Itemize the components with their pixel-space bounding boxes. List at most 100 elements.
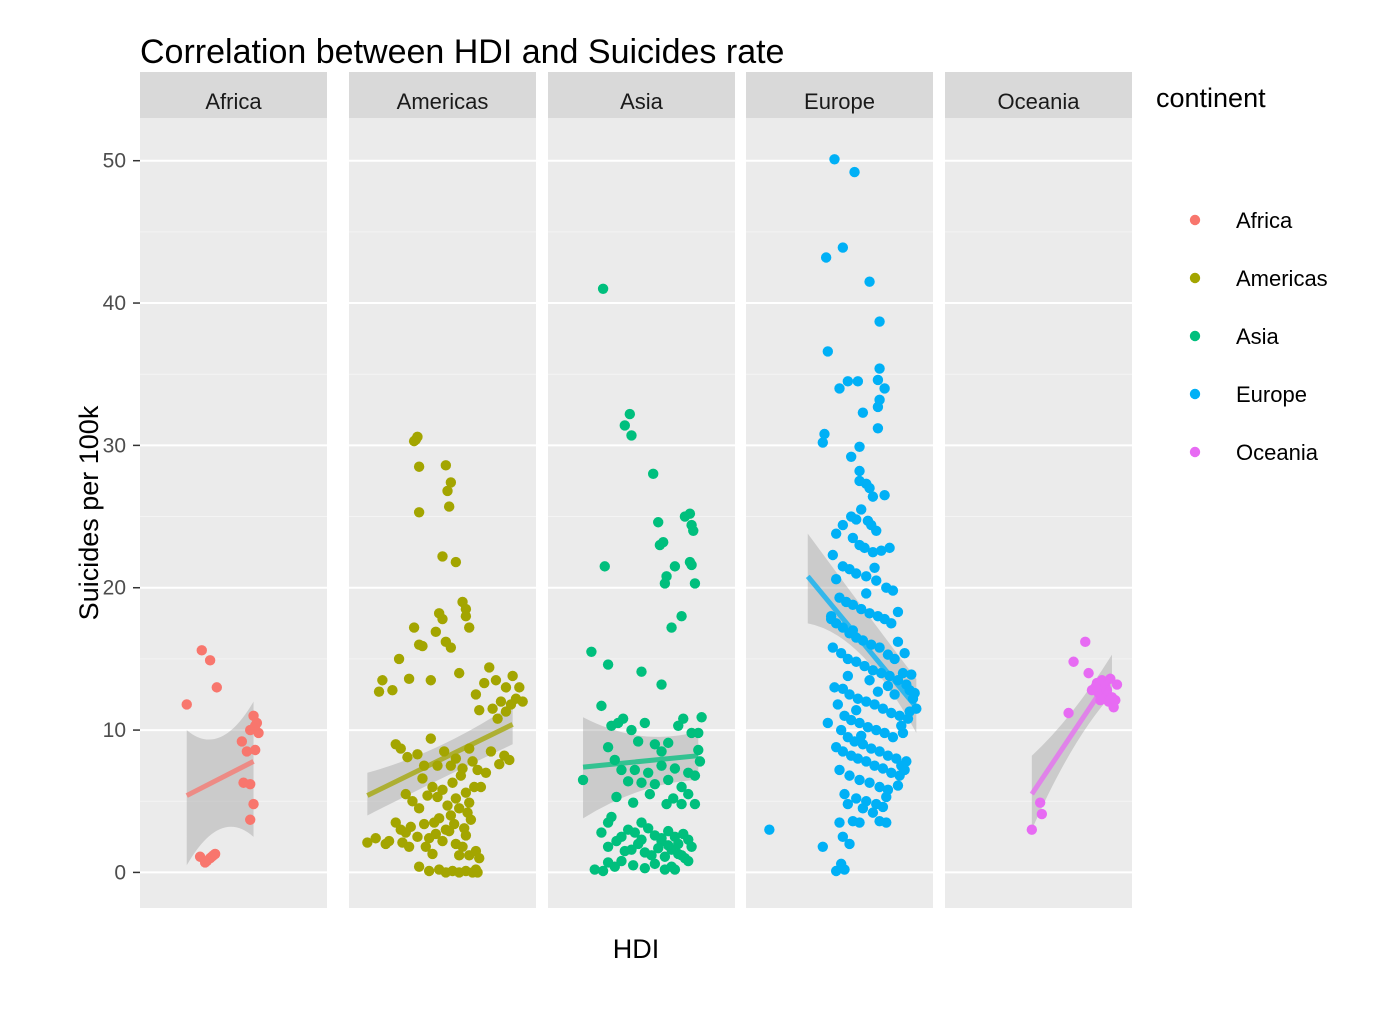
data-point — [829, 154, 840, 165]
data-point — [867, 491, 879, 502]
panel-background — [548, 118, 735, 908]
data-point — [899, 648, 910, 659]
data-point — [844, 689, 855, 700]
data-point — [689, 798, 701, 810]
data-point — [393, 653, 405, 665]
data-point — [851, 656, 862, 667]
data-point — [764, 824, 775, 835]
data-point — [676, 610, 687, 622]
data-point — [845, 714, 857, 726]
data-point — [834, 764, 845, 776]
data-point — [408, 435, 420, 447]
data-point — [669, 763, 681, 774]
data-point — [427, 781, 438, 793]
data-point — [383, 835, 395, 847]
data-point — [653, 517, 664, 528]
data-point — [465, 814, 477, 825]
trend-line — [185, 759, 255, 798]
data-point — [474, 852, 485, 864]
data-point — [864, 675, 875, 686]
data-point — [632, 838, 644, 850]
data-point — [430, 626, 442, 638]
data-point — [857, 407, 869, 418]
data-point — [619, 420, 630, 431]
panel-background — [140, 118, 327, 908]
panel-background — [349, 118, 536, 908]
data-point — [400, 788, 411, 800]
data-point — [656, 760, 667, 771]
trend-line — [366, 722, 514, 798]
data-point — [830, 528, 842, 539]
data-point — [892, 780, 904, 791]
data-point — [837, 519, 849, 531]
data-point — [872, 423, 884, 434]
legend-key — [1189, 272, 1201, 284]
data-point — [886, 707, 897, 719]
facet-panels: Africa Americas Asia Europe Oceania — [140, 72, 1132, 908]
facet-panel-americas: Americas — [349, 72, 536, 908]
data-point — [1111, 679, 1123, 690]
chart-title: Correlation between HDI and Suicides rat… — [140, 33, 784, 71]
legend: continent Africa Americas Asia Europe Oceani… — [1156, 83, 1328, 465]
data-point — [627, 860, 639, 871]
legend-item-oceania: Oceania — [1189, 440, 1319, 465]
data-point — [820, 252, 832, 263]
data-point — [694, 756, 706, 767]
data-point — [642, 767, 654, 778]
data-point — [839, 788, 850, 800]
data-point — [676, 781, 687, 793]
data-point — [864, 276, 875, 287]
data-point — [845, 451, 857, 462]
facet-strip-label: Americas — [397, 89, 489, 114]
data-point — [879, 490, 890, 501]
data-point — [892, 636, 904, 648]
data-point — [1036, 808, 1048, 820]
data-point — [629, 764, 641, 776]
data-point — [854, 717, 865, 729]
data-point — [909, 687, 920, 699]
facet-strip — [548, 72, 735, 118]
data-point — [413, 803, 425, 814]
data-point — [851, 514, 862, 525]
data-point — [597, 865, 609, 877]
data-point — [663, 840, 674, 851]
data-point — [834, 817, 845, 828]
data-point — [867, 546, 879, 558]
data-point — [1068, 656, 1079, 667]
data-point — [413, 461, 425, 472]
data-point — [819, 428, 830, 440]
data-point — [689, 770, 701, 781]
data-point — [869, 699, 880, 710]
data-point — [842, 670, 854, 682]
data-point — [857, 803, 869, 814]
data-point — [450, 793, 462, 804]
data-point — [440, 460, 452, 471]
data-point — [881, 791, 892, 803]
points — [181, 645, 264, 868]
data-point — [1063, 707, 1074, 719]
data-point — [683, 855, 694, 867]
data-point — [472, 867, 483, 878]
data-point — [611, 835, 622, 847]
data-point — [847, 532, 859, 544]
data-point — [649, 858, 661, 870]
data-point — [862, 722, 874, 733]
data-point — [854, 441, 865, 453]
data-point — [1080, 636, 1091, 648]
data-point — [433, 813, 445, 824]
data-point — [418, 818, 430, 830]
facet-strip-label: Africa — [205, 89, 262, 114]
data-point — [408, 622, 420, 633]
data-point — [602, 659, 614, 670]
data-point — [445, 477, 457, 488]
data-point — [433, 608, 445, 619]
data-point — [822, 717, 834, 729]
data-point — [1083, 667, 1094, 679]
data-point — [871, 525, 882, 536]
data-point — [837, 831, 849, 843]
data-point — [617, 713, 629, 724]
data-point — [402, 751, 413, 763]
data-point — [889, 653, 900, 665]
data-point — [856, 730, 867, 741]
data-point — [422, 790, 433, 801]
